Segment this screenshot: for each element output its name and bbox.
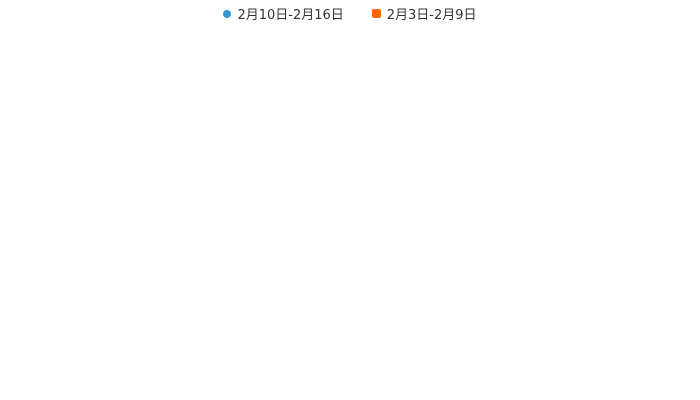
chart-legend: 2月10日-2月16日 2月3日-2月9日 xyxy=(0,4,700,23)
bar-1 xyxy=(86,200,534,210)
data-label: 7.89% xyxy=(596,108,637,123)
legend-label: 2月10日-2月16日 xyxy=(237,8,344,23)
data-label: 6.8% xyxy=(526,246,559,261)
y-category-label: 其他 xyxy=(52,159,78,174)
data-label: 7% xyxy=(539,200,560,215)
legend-item-series-1[interactable]: 2月10日-2月16日 xyxy=(223,4,344,23)
x-tick-label: 0 xyxy=(79,339,87,354)
y-category-label: 中国 xyxy=(52,251,78,266)
legend-item-series-2[interactable]: 2月3日-2月9日 xyxy=(371,4,477,23)
y-category-label: 德国 xyxy=(52,205,78,220)
bar-2 xyxy=(86,120,593,130)
data-label: 7.91% xyxy=(597,62,638,77)
bar-2 xyxy=(86,258,492,268)
x-tick-label: 2 xyxy=(207,339,215,354)
legend-marker-square-icon xyxy=(371,9,381,18)
data-label: 7.89% xyxy=(596,166,637,181)
bar-1 xyxy=(86,292,452,302)
bar-1 xyxy=(86,108,591,118)
data-label: 7.00% xyxy=(539,212,580,227)
bar-2 xyxy=(86,212,534,222)
x-tick-label: 6 xyxy=(463,339,471,354)
y-category-label: 英国 xyxy=(52,113,78,128)
bar-1 xyxy=(86,154,581,164)
x-tick-label: 4 xyxy=(335,339,343,354)
bar-1 xyxy=(86,62,593,72)
legend-marker-circle-icon xyxy=(223,9,232,18)
bar-2 xyxy=(86,304,452,314)
data-label: 7.72% xyxy=(585,154,626,169)
data-label: 6.34% xyxy=(497,258,538,273)
data-label: 5.71% xyxy=(456,292,497,307)
y-category-label: 日本 xyxy=(52,67,78,82)
bar-2 xyxy=(86,166,591,176)
x-tick-label: 8 xyxy=(591,339,599,354)
legend-label: 2月3日-2月9日 xyxy=(386,8,477,23)
data-label: 5.71% xyxy=(456,304,497,319)
y-category-label: 美国 xyxy=(52,297,78,312)
bar-1 xyxy=(86,246,522,256)
data-label: 7.91% xyxy=(597,120,638,135)
